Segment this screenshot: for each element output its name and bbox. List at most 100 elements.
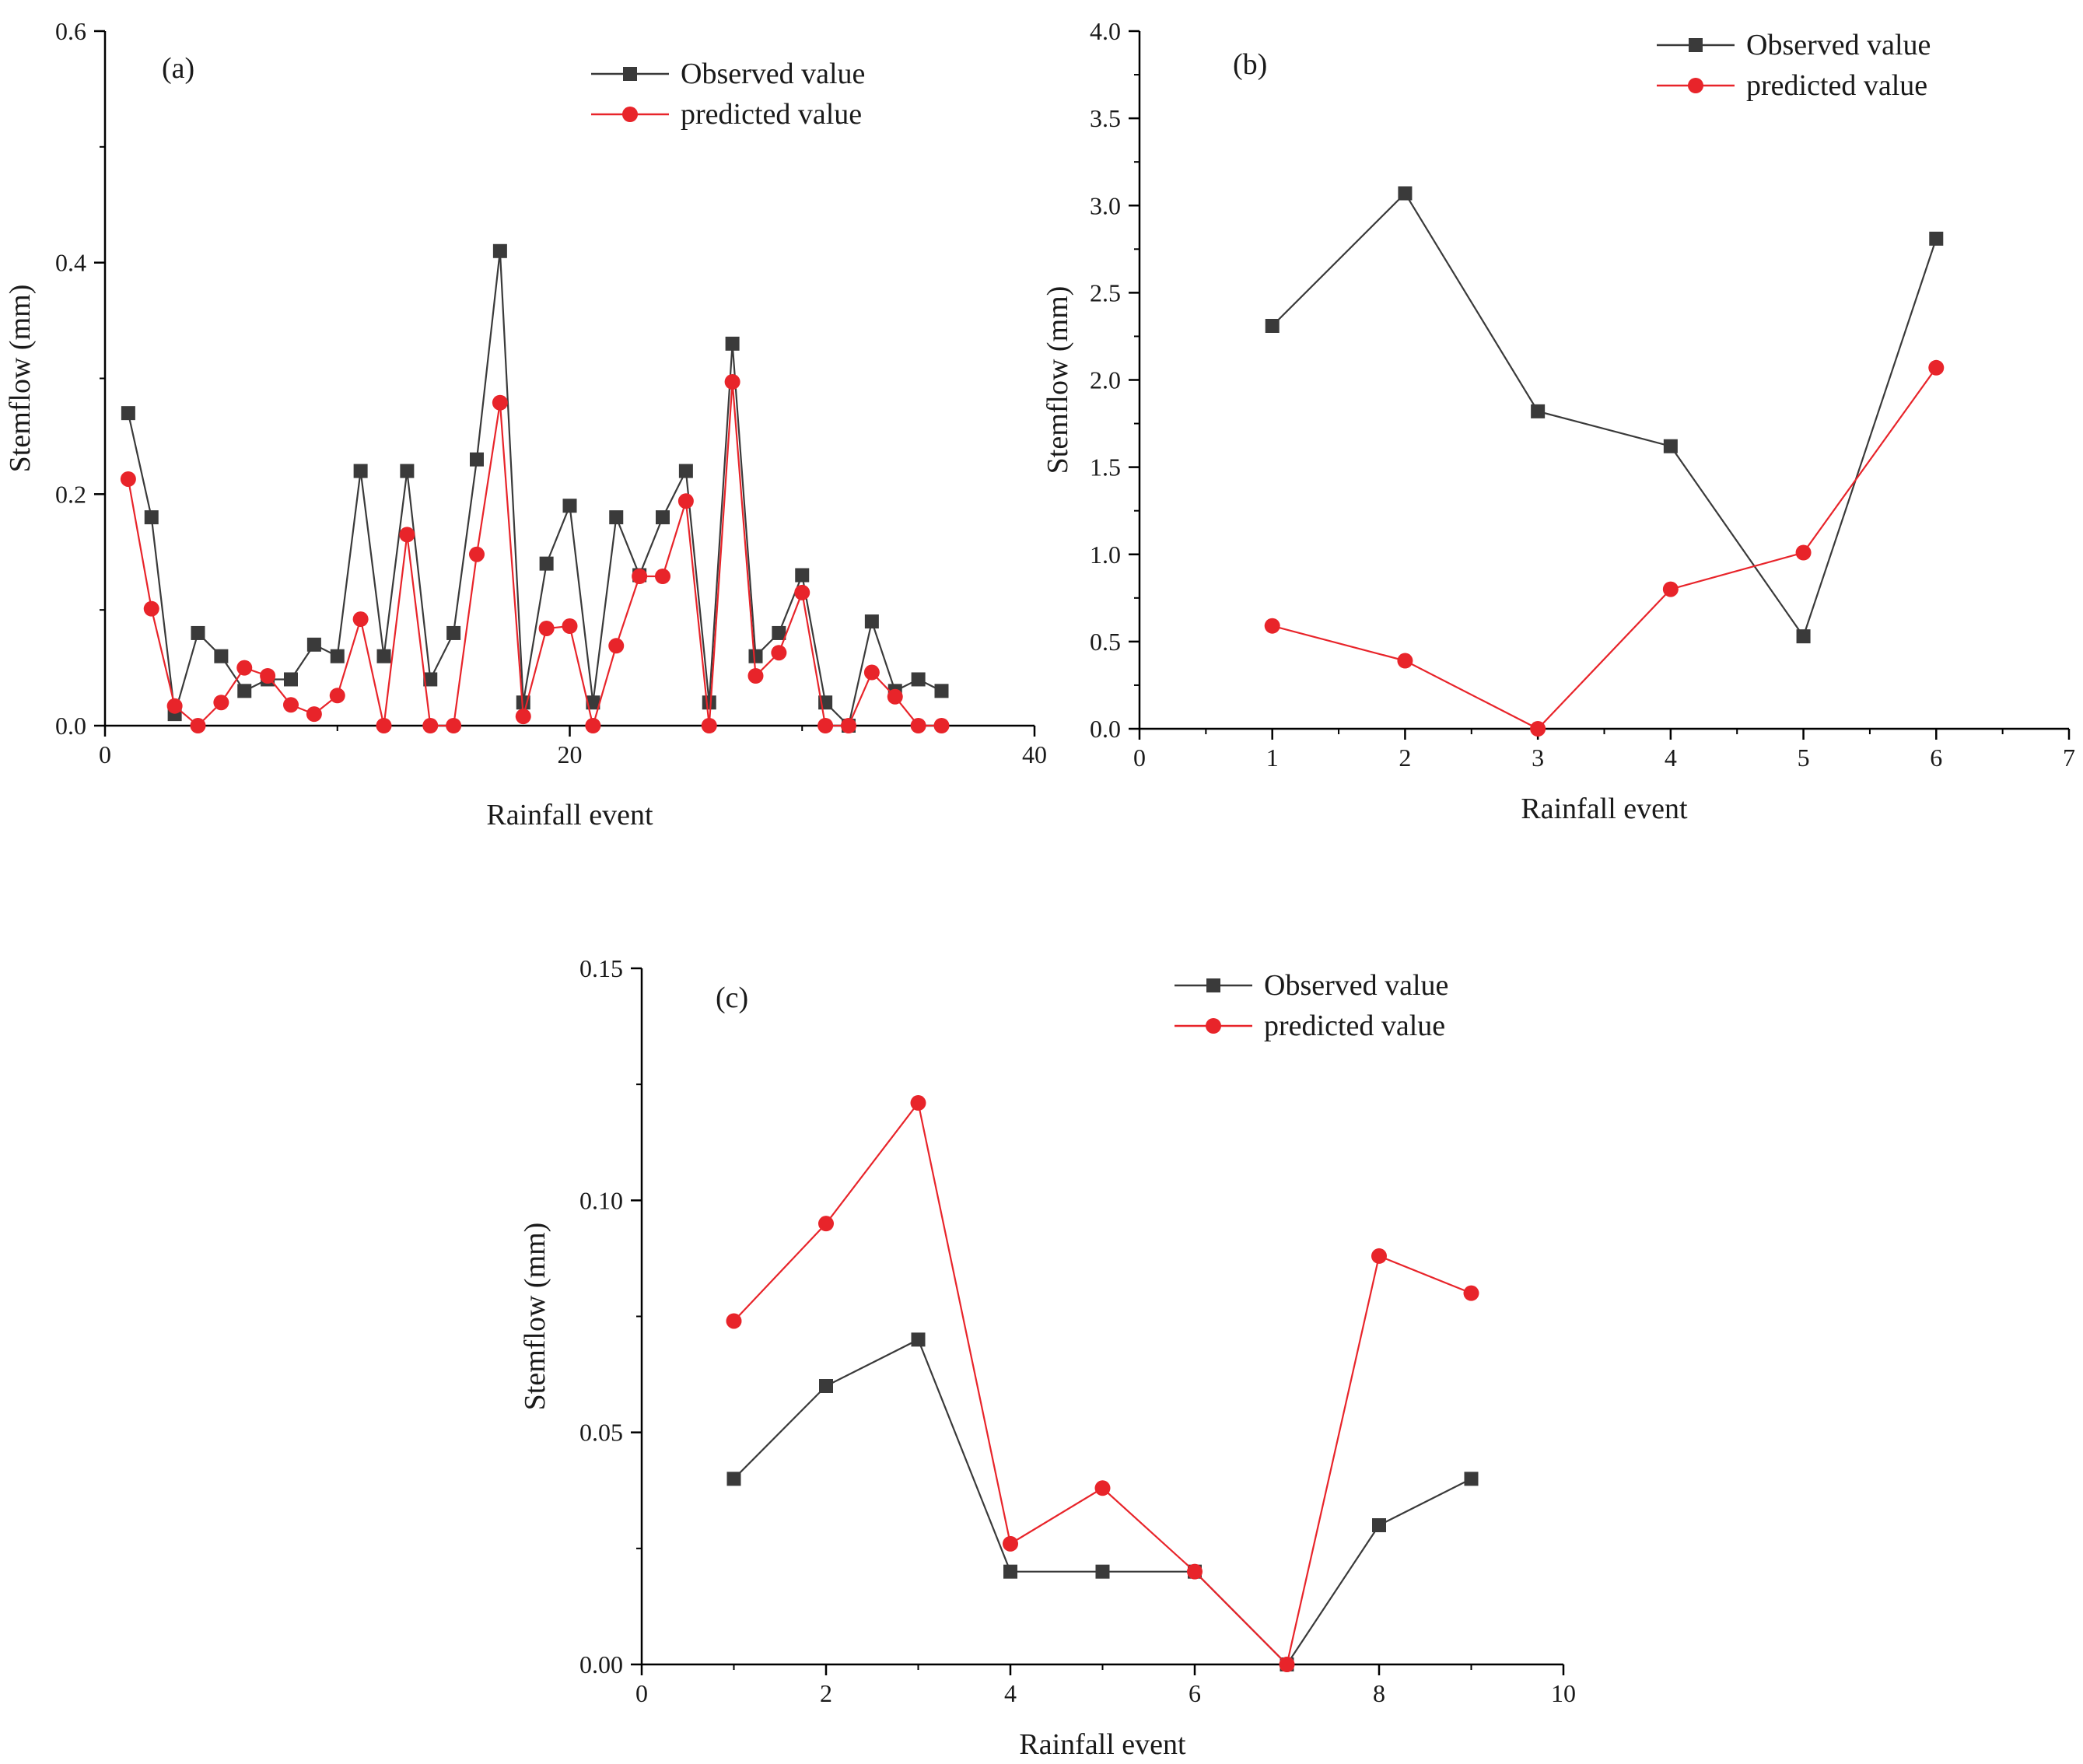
- predicted-point: [422, 718, 439, 733]
- observed-point: [191, 625, 205, 640]
- predicted-point: [166, 698, 183, 714]
- legend-marker-square: [1206, 978, 1220, 992]
- x-axis-title: Rainfall event: [1521, 793, 1688, 825]
- observed-point: [562, 499, 577, 513]
- y-tick-label: 2.0: [1090, 366, 1121, 394]
- predicted-point: [863, 664, 880, 681]
- observed-point: [237, 684, 252, 698]
- observed-point: [911, 672, 926, 687]
- observed-point: [284, 672, 298, 687]
- observed-point: [1796, 629, 1811, 644]
- observed-point: [1398, 186, 1413, 201]
- x-tick-label: 1: [1266, 744, 1279, 772]
- predicted-point: [933, 718, 950, 733]
- observed-point: [1531, 404, 1546, 418]
- legend-label: predicted value: [1746, 69, 1927, 102]
- predicted-point: [608, 638, 625, 654]
- y-tick-label: 2.5: [1090, 278, 1121, 306]
- observed-point: [144, 510, 159, 525]
- predicted-point: [1187, 1563, 1203, 1580]
- x-tick-label: 20: [558, 740, 583, 768]
- x-axis-title: Rainfall event: [486, 799, 653, 831]
- observed-point: [1372, 1518, 1386, 1532]
- predicted-point: [701, 718, 717, 733]
- predicted-point: [329, 688, 345, 704]
- legend-label: Observed value: [681, 58, 865, 90]
- legend-marker-square: [623, 67, 637, 81]
- series-line-observed: [733, 1338, 1472, 1666]
- x-tick-label: 3: [1532, 744, 1544, 772]
- observed-point: [330, 649, 345, 663]
- predicted-point: [399, 527, 415, 543]
- observed-point: [470, 452, 484, 467]
- observed-point: [609, 510, 624, 525]
- predicted-point: [1397, 653, 1413, 669]
- y-tick-label: 4.0: [1090, 17, 1121, 45]
- panel-c: 0.00 0.05 0.10 0.15 0 2 4 6 8 10 Rainfall event Ste…: [519, 954, 1576, 1761]
- panel-b: 0.0 0.5 1.0 1.5 2.0 2.5 3.0 3.5 4.0 0 1 2 3 4 5 6 7 Rainf…: [1042, 17, 2075, 825]
- predicted-point: [1003, 1535, 1018, 1552]
- y-tick-label: 0.5: [1090, 628, 1121, 656]
- predicted-point: [1662, 581, 1679, 597]
- y-axis-title: Stemflow (mm): [1042, 286, 1074, 474]
- y-tick-label: 3.5: [1090, 104, 1121, 132]
- predicted-point: [794, 584, 810, 600]
- predicted-point: [677, 493, 694, 509]
- legend-label: Observed value: [1746, 29, 1931, 61]
- predicted-point: [1795, 544, 1812, 561]
- predicted-point: [1371, 1248, 1387, 1264]
- predicted-point: [446, 718, 462, 733]
- observed-point: [586, 695, 600, 710]
- legend-marker-circle: [622, 107, 638, 122]
- x-tick-label: 2: [1399, 744, 1411, 772]
- x-tick-label: 6: [1189, 1679, 1201, 1707]
- x-tick-label: 0: [1133, 744, 1146, 772]
- y-tick-label: 0.00: [579, 1650, 623, 1678]
- predicted-point: [1094, 1480, 1111, 1496]
- x-tick-label: 0: [99, 740, 111, 768]
- legend-marker-square: [1689, 38, 1703, 52]
- y-tick-label: 0.2: [55, 480, 86, 508]
- observed-point: [306, 637, 321, 652]
- predicted-point: [376, 718, 392, 733]
- panel-a: 0.0 0.2 0.4 0.6 0 20 40 Rainfall event Stemflow …: [4, 17, 1047, 831]
- predicted-point: [1530, 721, 1546, 737]
- observed-point: [1929, 231, 1944, 246]
- predicted-point: [887, 688, 903, 705]
- legend-label: Observed value: [1264, 969, 1448, 1002]
- observed-point: [772, 625, 786, 640]
- y-tick-label: 0.4: [55, 249, 86, 277]
- predicted-point: [726, 1313, 742, 1329]
- y-tick-label: 0.10: [579, 1186, 623, 1214]
- predicted-point: [771, 645, 787, 661]
- observed-point: [725, 336, 740, 351]
- y-axis-title: Stemflow (mm): [519, 1223, 551, 1411]
- panel-label: (b): [1233, 48, 1267, 81]
- x-tick-label: 8: [1373, 1679, 1385, 1707]
- predicted-point: [910, 718, 926, 733]
- observed-point: [400, 464, 415, 478]
- observed-point: [656, 510, 670, 525]
- predicted-point: [817, 718, 834, 733]
- predicted-point: [747, 668, 764, 684]
- predicted-point: [143, 600, 159, 617]
- observed-point: [702, 695, 716, 710]
- series-line-observed: [127, 250, 942, 728]
- predicted-point: [236, 660, 253, 676]
- legend-label: predicted value: [681, 98, 862, 131]
- observed-point: [1095, 1564, 1110, 1579]
- predicted-point: [515, 709, 531, 725]
- legend-marker-circle: [1206, 1018, 1221, 1034]
- observed-point: [423, 672, 438, 687]
- panel-label: (a): [162, 52, 194, 85]
- y-tick-label: 1.5: [1090, 453, 1121, 481]
- observed-point: [1464, 1472, 1479, 1486]
- observed-point: [539, 556, 554, 571]
- predicted-point: [190, 718, 206, 733]
- x-tick-label: 10: [1551, 1679, 1576, 1707]
- observed-point: [819, 1379, 833, 1393]
- observed-point: [1003, 1564, 1017, 1579]
- x-tick-label: 2: [820, 1679, 832, 1707]
- y-tick-label: 0.6: [55, 17, 86, 45]
- observed-point: [726, 1472, 741, 1486]
